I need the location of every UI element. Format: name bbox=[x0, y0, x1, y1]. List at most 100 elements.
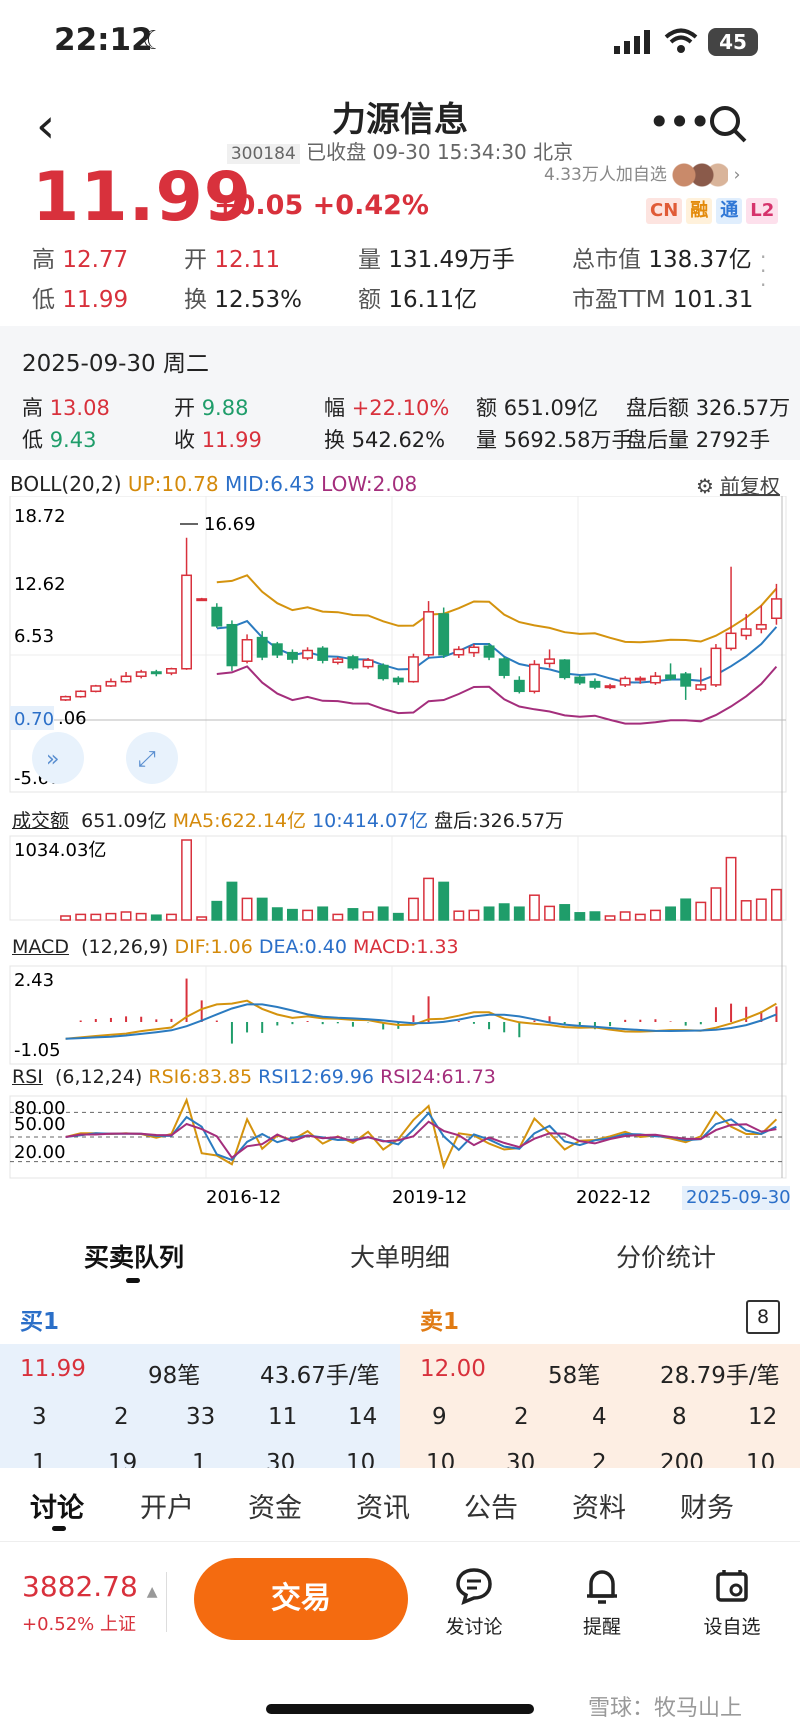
day-after-amount: 盘后额 326.57万 bbox=[626, 396, 791, 420]
candle-body bbox=[589, 680, 601, 688]
badge-l2[interactable]: L2 bbox=[746, 198, 779, 224]
boll-mid-line bbox=[216, 619, 778, 684]
sell-qty: 9 bbox=[432, 1404, 447, 1430]
volume-bar bbox=[755, 898, 767, 921]
tab-news[interactable]: 资讯 bbox=[356, 1493, 410, 1524]
rsi-legend[interactable]: RSI (6,12,24) RSI6:83.85 RSI12:69.96 RSI… bbox=[12, 1066, 496, 1088]
volume-bar bbox=[286, 908, 298, 921]
discuss-label: 发讨论 bbox=[445, 1616, 503, 1638]
rsi-params: (6,12,24) bbox=[54, 1066, 143, 1088]
tab-financials[interactable]: 财务 bbox=[680, 1493, 734, 1524]
watcher-label: 4.33万人加自选 bbox=[544, 165, 667, 185]
candle-body bbox=[60, 695, 72, 701]
macd-legend[interactable]: MACD (12,26,9) DIF:1.06 DEA:0.40 MACD:1.… bbox=[12, 936, 459, 958]
candle-body bbox=[755, 623, 767, 630]
candle-body bbox=[483, 645, 495, 658]
depth-button[interactable]: 8 bbox=[746, 1300, 780, 1334]
day-turnover: 换 542.62% bbox=[324, 428, 446, 452]
adjust-button[interactable]: ⚙ 前复权 bbox=[696, 470, 780, 499]
candle-body bbox=[423, 611, 435, 656]
boll-legend[interactable]: BOLL(20,2) UP:10.78 MID:6.43 LOW:2.08 bbox=[10, 472, 417, 496]
rsi12-line bbox=[65, 1111, 777, 1162]
moon-icon: ☾ bbox=[142, 26, 166, 56]
volume-bar bbox=[453, 910, 465, 921]
stat-high: 高 12.77 bbox=[32, 247, 129, 273]
candle-body bbox=[135, 671, 147, 678]
volume-legend[interactable]: 成交额 651.09亿 MA5:622.14亿 10:414.07亿 盘后:32… bbox=[12, 806, 564, 833]
add-watch-button[interactable]: 设自选 bbox=[682, 1566, 782, 1639]
candle-body bbox=[695, 684, 707, 690]
badge-margin[interactable]: 融 bbox=[686, 198, 713, 224]
boll-lines bbox=[216, 574, 778, 725]
volume-bar bbox=[165, 913, 177, 921]
rsi-level-80: 80.00 bbox=[14, 1098, 66, 1119]
index-number: 3882.78 bbox=[22, 1570, 138, 1603]
axis-label: 18.72 bbox=[14, 506, 66, 527]
day-low: 低 9.43 bbox=[22, 428, 97, 452]
badge-connect[interactable]: 通 bbox=[716, 198, 743, 224]
candle-body bbox=[347, 656, 359, 669]
rsi-label[interactable]: RSI bbox=[12, 1066, 43, 1088]
volume-bar bbox=[150, 914, 162, 921]
candle-body bbox=[544, 658, 556, 665]
market-status: 已收盘 09-30 15:34:30 北京 bbox=[306, 140, 574, 164]
badge-cn[interactable]: CN bbox=[646, 198, 683, 224]
tab-discuss[interactable]: 讨论 bbox=[30, 1493, 84, 1524]
macd-value: MACD:1.33 bbox=[352, 936, 459, 958]
volume-bar bbox=[135, 912, 147, 921]
tab-profile[interactable]: 资料 bbox=[572, 1493, 626, 1524]
rsi-level-20: 20.00 bbox=[14, 1142, 66, 1163]
back-button[interactable]: ‹ bbox=[36, 98, 56, 154]
remind-button[interactable]: 提醒 bbox=[552, 1566, 652, 1639]
candle-body bbox=[196, 598, 208, 602]
stat-low: 低 11.99 bbox=[32, 287, 129, 313]
peak-annotation: 16.69 bbox=[204, 514, 256, 535]
discuss-button[interactable]: 发讨论 bbox=[424, 1566, 524, 1639]
stat-volume: 量 131.49万手 bbox=[358, 247, 515, 273]
buy-avg: 43.67手/笔 bbox=[260, 1363, 380, 1389]
tab-funds[interactable]: 资金 bbox=[248, 1493, 302, 1524]
sell-qty: 2 bbox=[514, 1404, 529, 1430]
volume-bar bbox=[528, 894, 540, 921]
index-value[interactable]: 3882.78 ▲ bbox=[22, 1570, 157, 1603]
buy1-label: 买1 bbox=[20, 1309, 60, 1335]
volume-bar bbox=[665, 906, 677, 921]
collapse-button[interactable] bbox=[32, 732, 84, 784]
day-high: 高 13.08 bbox=[22, 396, 110, 420]
tab-queue[interactable]: 买卖队列 bbox=[84, 1243, 185, 1272]
macd-dif: DIF:1.06 bbox=[174, 936, 253, 958]
wifi-icon bbox=[664, 28, 698, 53]
watch-label: 设自选 bbox=[703, 1616, 761, 1638]
kline-chart[interactable]: 18.72 12.62 6.53 .06 -5.67 16.69 0.70 » … bbox=[0, 496, 800, 1210]
search-icon[interactable] bbox=[708, 104, 748, 144]
volume-label[interactable]: 成交额 bbox=[12, 810, 70, 832]
macd-label[interactable]: MACD bbox=[12, 936, 69, 958]
expand-dots-icon[interactable]: · · · bbox=[760, 245, 767, 297]
price-change: +0.05 +0.42% bbox=[214, 190, 429, 221]
adjust-label: 前复权 bbox=[719, 474, 780, 498]
tab-open-account[interactable]: 开户 bbox=[140, 1493, 194, 1524]
candle-body bbox=[649, 675, 661, 684]
tab-big-orders[interactable]: 大单明细 bbox=[350, 1243, 451, 1272]
candle-body bbox=[105, 680, 117, 687]
status-time: 22:12 bbox=[54, 22, 153, 58]
sell-count: 58笔 bbox=[548, 1363, 601, 1389]
fullscreen-button[interactable] bbox=[126, 732, 178, 784]
volume-bar bbox=[695, 901, 707, 921]
buy-qty: 33 bbox=[186, 1404, 216, 1430]
trade-button[interactable]: 交易 bbox=[194, 1558, 408, 1640]
tab-price-stats[interactable]: 分价统计 bbox=[616, 1243, 717, 1272]
candle-body bbox=[407, 656, 419, 683]
panel-frame bbox=[9, 965, 787, 1065]
watcher-count[interactable]: 4.33万人加自选 › bbox=[544, 160, 740, 188]
buy-qty: 11 bbox=[268, 1404, 298, 1430]
current-price: 11.99 bbox=[32, 158, 253, 237]
axis-label: 6.53 bbox=[14, 626, 54, 647]
more-icon[interactable]: ••• bbox=[648, 100, 711, 144]
tab-announcements[interactable]: 公告 bbox=[464, 1493, 518, 1524]
book-tabs: 买卖队列 大单明细 分价统计 bbox=[0, 1222, 800, 1286]
candle-body bbox=[377, 664, 389, 680]
day-amplitude: 幅 +22.10% bbox=[324, 396, 450, 420]
volume-bar bbox=[710, 887, 722, 921]
volume-ma5: MA5:622.14亿 bbox=[172, 810, 307, 832]
